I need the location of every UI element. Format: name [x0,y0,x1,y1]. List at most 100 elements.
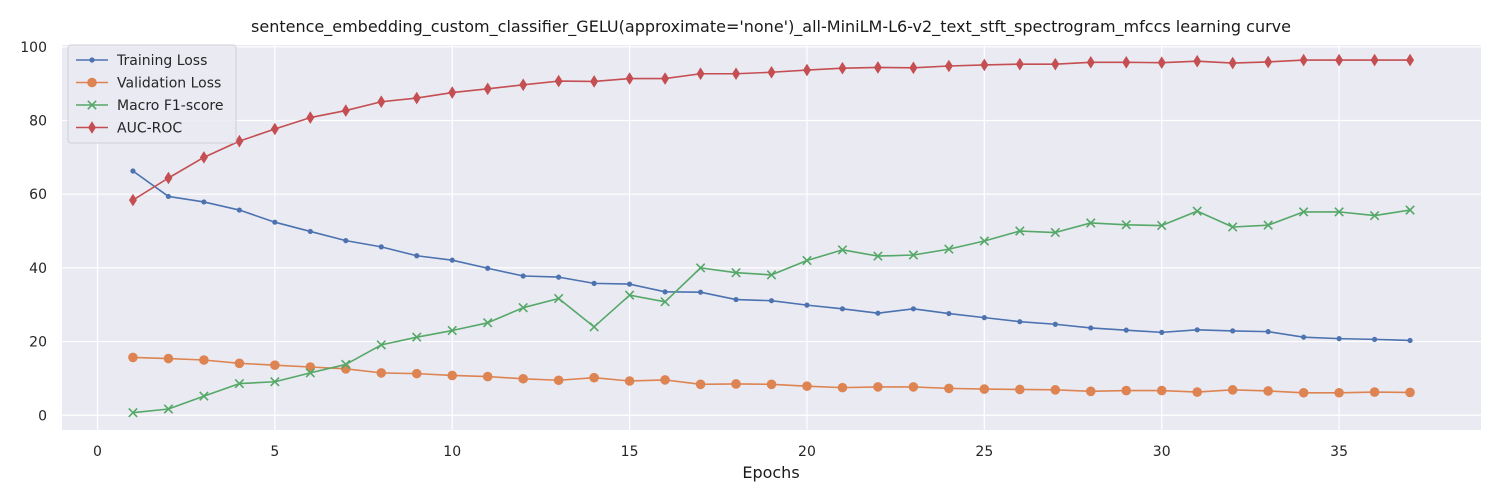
x-axis-label: Epochs [742,463,799,482]
legend-marker-validation-loss [87,77,97,88]
macro-f1-score-series [128,205,1415,418]
grid-lines [62,45,1481,430]
training-loss-point [556,274,562,280]
training-loss-point [1052,321,1058,327]
auc-roc-point [625,72,634,85]
legend-label-macro-f1-score: Macro F1-score [117,98,223,114]
validation-loss-point [482,371,493,382]
validation-loss-point [1227,385,1238,395]
macro-f1-score-point [837,245,848,255]
auc-roc-point [661,72,670,85]
macro-f1-score-point [553,293,564,304]
y-tick-label: 40 [29,261,47,277]
training-loss-point [1088,325,1094,331]
macro-f1-score-point [376,340,387,350]
validation-loss-point [270,360,280,370]
training-loss-point [591,280,597,286]
validation-loss-point [553,375,564,386]
validation-loss-point [944,383,954,394]
auc-roc-point [1051,57,1060,71]
auc-roc-point [767,65,776,79]
training-loss-point [485,265,491,271]
y-tick-label: 60 [29,187,47,203]
validation-loss-point [1405,387,1415,398]
auc-roc-point [1193,54,1202,68]
training-loss-point [1336,336,1342,342]
auc-roc-point [696,67,705,81]
training-loss-point [768,298,775,304]
training-loss-point [201,199,207,205]
validation-loss-point [376,368,387,378]
auc-roc-point [519,78,528,92]
auc-roc-point [944,59,953,73]
validation-loss-point [128,352,138,363]
training-loss-point [1265,329,1271,335]
auc-roc-point [909,61,918,75]
validation-loss-point [1298,387,1309,398]
legend-marker-macro-f1-score [87,100,97,110]
training-loss-point [1017,319,1023,325]
macro-f1-score-point [766,270,777,280]
auc-roc-series [128,53,1415,207]
training-loss-series [130,168,1413,344]
validation-loss-point [1050,385,1061,395]
validation-loss-point [873,382,883,392]
macro-f1-score-point [1263,220,1273,230]
auc-roc-point [873,61,882,74]
auc-roc-point [590,75,599,88]
auc-roc-point [270,122,279,136]
auc-roc-point [1406,53,1415,67]
validation-loss-point [1263,386,1273,396]
validation-loss-point [1334,387,1344,398]
y-tick-label: 80 [29,114,47,130]
macro-f1-score-point [1086,218,1096,228]
auc-roc-point [377,95,386,109]
training-loss-point [165,193,172,200]
validation-loss-point [163,353,174,364]
auc-roc-point [1370,53,1379,67]
training-loss-point [378,244,384,250]
macro-f1-score-point [1156,220,1167,231]
y-tick-label: 20 [29,335,47,351]
validation-loss-point [518,373,528,384]
validation-loss-point [411,368,422,379]
macro-f1-score-point [447,325,457,336]
macro-f1-score-point [731,267,741,278]
legend-marker-training-loss [89,57,95,63]
training-loss-point [449,257,455,263]
validation-loss-point [1121,385,1132,396]
validation-loss-point [1192,387,1202,397]
macro-f1-score-point [1227,222,1238,232]
auc-roc-point [1228,56,1237,70]
auc-roc-point [1015,57,1024,71]
x-tick-label: 5 [270,444,279,460]
auc-roc-point [980,58,989,72]
macro-f1-score-point [270,376,280,387]
macro-f1-score-point [1334,207,1344,217]
training-loss-point [627,281,633,287]
macro-f1-score-point [589,322,599,332]
macro-f1-score-point [908,250,919,260]
validation-loss-series [128,352,1415,398]
validation-loss-point [660,375,670,385]
training-loss-point [1371,336,1378,342]
auc-roc-point [448,86,457,99]
auc-roc-point [235,134,244,148]
training-loss-point [1123,327,1129,333]
legend-label-training-loss: Training Loss [116,53,207,69]
validation-loss-point [624,376,635,386]
training-loss-point [130,168,136,174]
macro-f1-score-point [305,368,316,378]
validation-loss-point [589,372,599,383]
auc-roc-point [412,91,421,105]
training-loss-point [520,273,526,279]
x-tick-label: 15 [621,444,639,460]
x-tick-label: 30 [1153,444,1171,460]
validation-loss-point [1085,386,1096,397]
macro-f1-score-point [1015,226,1025,236]
training-loss-point [946,310,952,317]
auc-roc-point [838,61,847,75]
validation-loss-point [766,379,777,390]
legend: Training Loss Validation Loss Macro F1-sco… [67,44,237,144]
macro-f1-score-point [234,378,245,389]
